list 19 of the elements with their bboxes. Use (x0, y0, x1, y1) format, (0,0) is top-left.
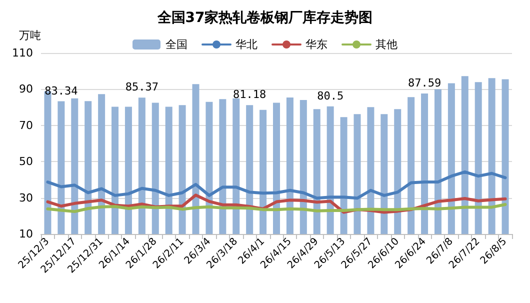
legend-label: 华东 (306, 38, 328, 51)
data-label: 87.59 (408, 76, 442, 90)
legend-label: 华北 (236, 38, 258, 51)
y-tick-label: 70 (19, 118, 33, 132)
y-tick-label: 50 (19, 155, 33, 168)
legend-label: 其他 (376, 38, 398, 51)
line-series (46, 202, 507, 214)
chart-title: 全国37家热轧卷板钢厂库存走势图 (156, 9, 373, 26)
y-tick-label: 90 (19, 82, 33, 96)
data-label: 80.5 (317, 89, 344, 102)
data-label: 85.37 (125, 80, 158, 94)
legend-label: 全国 (166, 38, 188, 51)
y-tick-label: 110 (12, 46, 33, 60)
y-tick-label: 10 (19, 228, 33, 240)
data-label: 81.18 (233, 88, 266, 102)
data-label: 83.34 (44, 84, 78, 98)
y-axis-title: 万吨 (19, 29, 41, 42)
line-series (46, 170, 507, 200)
y-tick-label: 30 (19, 191, 33, 204)
